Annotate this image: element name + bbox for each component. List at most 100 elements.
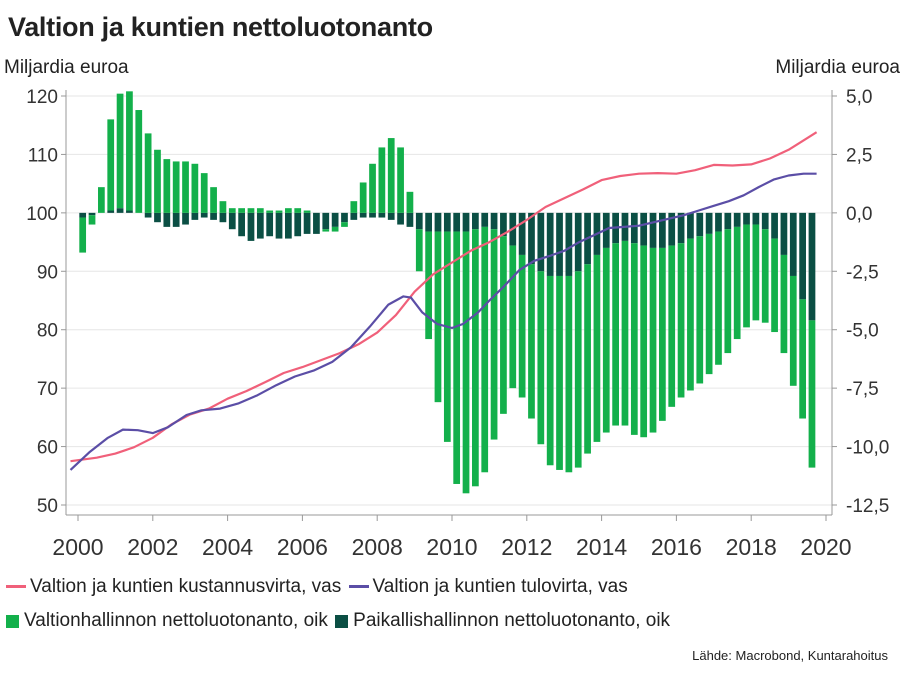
bar-local [500,212,507,237]
right-axis-unit: Miljardia euroa [775,57,900,78]
legend-label-cost: Valtion ja kuntien kustannusvirta, vas [30,575,342,597]
bar-central [490,229,498,440]
bar-local [238,212,245,237]
bar-central [537,271,545,445]
bar-central [247,208,255,213]
bar-local [537,212,545,272]
bar-central [472,229,479,487]
bar-central [481,226,489,473]
right-tick-label: -7,5 [846,379,879,400]
x-tick-label: 2010 [426,534,477,560]
left-tick-label: 110 [28,145,58,166]
bar-central [303,210,311,213]
bar-central [668,245,676,407]
bar-local [200,212,208,218]
bar-local [415,212,423,230]
bar-local [780,212,788,255]
bar-local [789,212,797,276]
bar-central [350,201,358,213]
bar-local [443,212,451,232]
line-revenue [69,172,817,471]
bar-central [191,163,199,213]
bar-local [696,212,704,237]
bar-local [546,212,554,276]
bar-local [294,212,302,237]
bar-central [659,247,666,421]
bar-central [369,163,376,213]
bar-local [490,212,498,230]
bar-local [341,212,348,223]
bar-local [733,212,741,227]
left-tick-label: 120 [26,87,58,108]
bar-central [556,275,563,470]
bar-local [705,212,713,234]
bar-local [228,212,236,230]
bar-central [331,226,339,232]
bar-local [144,212,152,218]
left-axis-unit: Miljardia euroa [4,57,129,78]
legend-row-2: Valtionhallinnon nettoluotonanto, oik Pa… [6,610,672,634]
bar-local [799,212,806,300]
bar-central [593,254,601,442]
bar-central [387,138,395,213]
x-tick-label: 2006 [277,534,328,560]
bar-local [191,212,199,220]
legend-item-central: Valtionhallinnon nettoluotonanto, oik [6,610,328,632]
left-tick-label: 50 [37,496,58,517]
legend-item-revenue: Valtion ja kuntien tulovirta, vas [348,576,628,598]
bar-local [107,210,115,213]
bars-layer [79,91,816,494]
chart-title: Valtion ja kuntien nettoluotonanto [8,12,433,42]
x-tick-label: 2014 [576,534,627,560]
bar-local [266,212,274,237]
bar-central [677,243,685,398]
bar-central [425,231,432,340]
bar-local [378,212,386,218]
bar-central [584,264,591,454]
legend-label-central: Valtionhallinnon nettoluotonanto, oik [24,610,328,631]
bar-central [630,243,638,435]
bar-local [210,212,217,220]
bar-local [406,212,414,227]
x-tick-label: 2002 [127,534,178,560]
bar-local [88,212,96,216]
bar-local [219,212,227,223]
bar-local [359,212,367,218]
bar-central [509,245,517,389]
bar-central [733,226,741,340]
bar-central [715,231,722,365]
left-tick-label: 70 [37,379,58,400]
right-tick-label: -5,0 [846,321,879,342]
bar-local [462,212,470,232]
bar-central [322,229,330,232]
bar-central [238,208,245,213]
x-tick-label: 2004 [202,534,253,560]
bar-central [434,231,442,403]
bar-central [116,93,124,209]
bar-local [331,212,339,227]
bar-central [696,236,704,384]
bar-local [668,212,676,246]
source-note: Lähde: Macrobond, Kuntarahoitus [692,648,888,663]
right-tick-label: 2,5 [846,145,872,166]
legend-item-cost: Valtion ja kuntien kustannusvirta, vas [6,576,341,598]
bar-local [154,212,161,223]
bar-local [649,212,657,248]
legend-item-local: Paikallishallinnon nettoluotonanto, oik [335,610,670,632]
bar-local [163,212,171,227]
bar-central [107,119,115,211]
bar-central [135,110,143,213]
bar-local [453,212,461,232]
bar-central [528,264,535,419]
left-tick-label: 90 [37,262,58,283]
bar-local [743,212,750,225]
bar-central [743,224,750,328]
lines-layer [69,131,818,471]
bar-central [144,133,152,213]
bar-central [163,159,171,213]
bar-central [200,173,208,213]
left-tick-label: 60 [37,438,58,459]
bar-local [247,212,255,241]
bar-central [275,210,283,213]
